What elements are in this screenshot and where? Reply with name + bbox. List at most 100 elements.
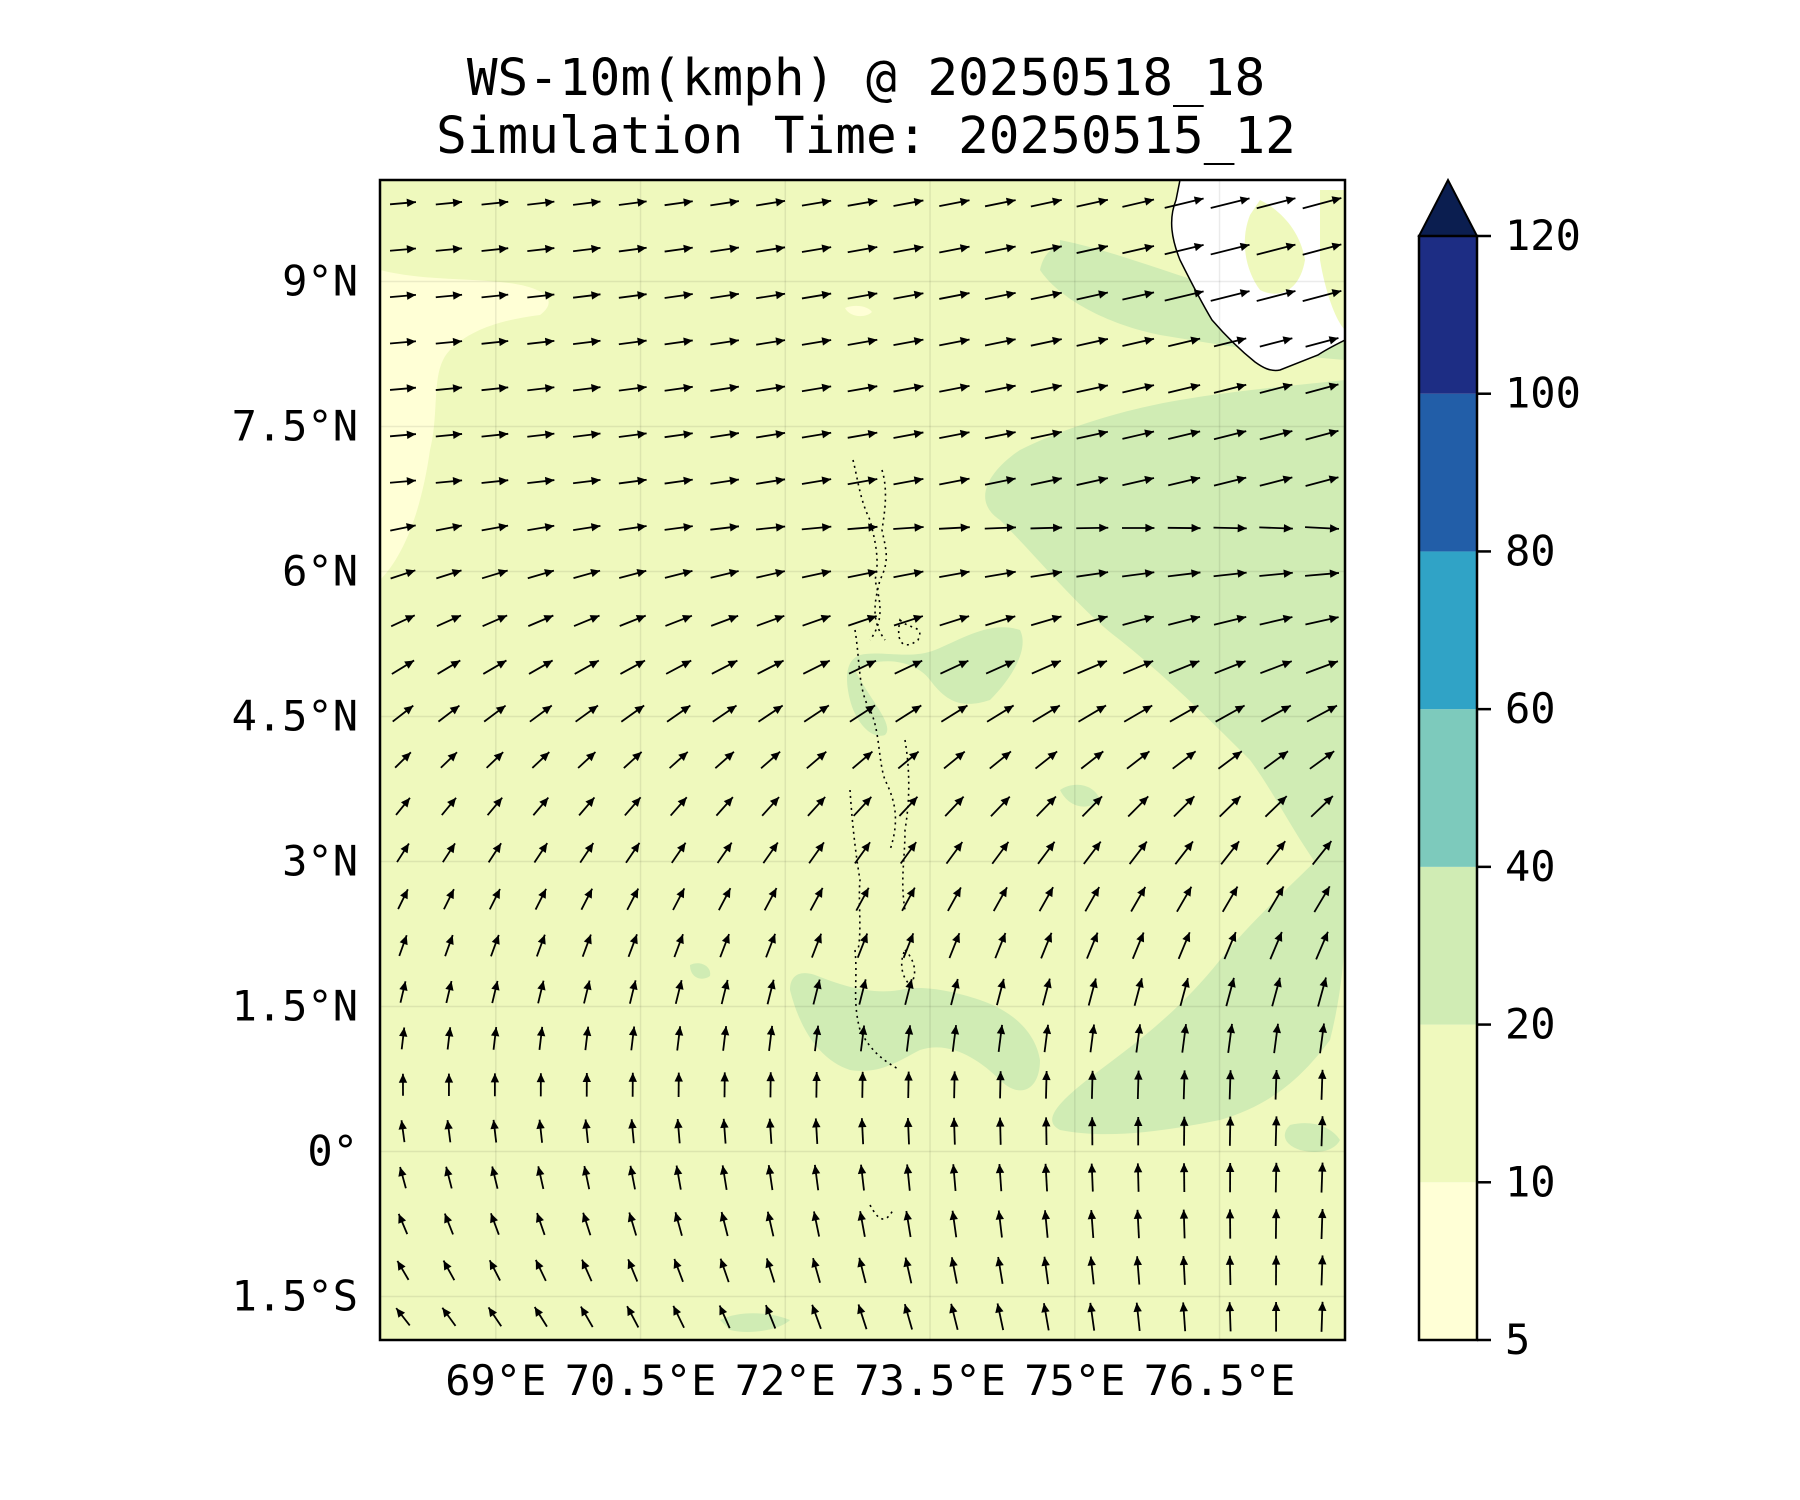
wind-arrow — [1179, 1163, 1189, 1193]
colorbar-tick-label: 80 — [1505, 526, 1556, 575]
wind-arrow — [898, 796, 919, 817]
wind-arrow — [1302, 289, 1342, 303]
wind-arrow — [578, 796, 596, 816]
atoll-mid-east — [901, 739, 910, 911]
wind-arrow — [535, 934, 546, 957]
wind-arrow — [1225, 1255, 1235, 1286]
wind-arrow — [582, 1119, 591, 1144]
moderate-patch-equator — [1284, 1123, 1340, 1152]
wind-arrow — [1305, 429, 1339, 441]
wind-arrow — [618, 198, 647, 207]
wind-arrow — [481, 430, 509, 439]
wind-arrow — [527, 337, 555, 347]
calm-patch-small — [845, 305, 872, 317]
wind-arrow — [672, 1305, 685, 1329]
wind-arrow — [527, 384, 555, 393]
moderate-patch-center — [847, 627, 1023, 736]
wind-arrow — [488, 888, 501, 910]
wind-arrow — [666, 704, 691, 723]
lon-tick-label: 72°E — [735, 1356, 836, 1405]
wind-arrow — [756, 290, 786, 300]
wind-arrow — [1030, 244, 1062, 254]
wind-arrow — [939, 290, 970, 300]
wind-arrow — [996, 1071, 1005, 1099]
wind-arrow — [665, 614, 693, 627]
wind-arrow — [527, 430, 555, 439]
wind-arrow — [533, 1306, 548, 1328]
wind-arrow — [1180, 1070, 1189, 1100]
wind-arrow — [390, 523, 416, 532]
wind-arrow — [618, 476, 647, 486]
wind-arrow — [1128, 840, 1148, 865]
wind-arrow — [1305, 336, 1339, 348]
wind-arrow — [533, 842, 548, 863]
wind-arrow — [1042, 1117, 1051, 1146]
wind-arrow — [1133, 1256, 1142, 1285]
wind-arrow — [443, 888, 455, 910]
wind-arrow — [904, 1071, 913, 1099]
wind-arrow — [486, 797, 503, 816]
wind-arrow — [487, 842, 502, 863]
map-area — [380, 180, 1345, 1340]
wind-arrow — [1177, 931, 1191, 960]
wind-arrow — [1088, 1070, 1097, 1099]
wind-arrow — [389, 430, 417, 440]
wind-arrow — [1305, 660, 1339, 674]
wind-arrow — [1168, 336, 1201, 348]
wind-arrow — [490, 1073, 500, 1097]
colorbar-extend-triangle — [1417, 177, 1479, 237]
wind-arrow — [1260, 704, 1292, 723]
wind-arrow — [398, 934, 408, 957]
wind-arrow — [1309, 750, 1335, 770]
wind-arrow — [1168, 614, 1201, 626]
wind-arrow — [995, 1303, 1005, 1331]
wind-arrow — [1305, 524, 1340, 533]
wind-arrow — [389, 198, 417, 208]
wind-arrow — [527, 569, 555, 580]
wind-arrow — [1122, 383, 1155, 394]
wind-arrow — [1030, 336, 1062, 347]
atoll-central-east — [898, 618, 921, 646]
wind-arrow — [903, 1164, 913, 1191]
wind-arrow — [442, 1260, 456, 1281]
lat-tick-label: 4.5°N — [232, 692, 358, 741]
wind-arrow — [757, 704, 784, 723]
wind-arrow — [1122, 523, 1155, 533]
wind-arrow — [435, 337, 463, 347]
wind-arrow — [1078, 704, 1107, 723]
wind-arrow — [1271, 1255, 1281, 1286]
wind-arrow — [715, 796, 734, 817]
wind-arrow — [394, 751, 412, 769]
wind-arrow — [673, 933, 684, 958]
wind-arrow — [529, 704, 553, 723]
map-gridlines — [380, 180, 1345, 1340]
wind-arrow — [858, 1025, 868, 1052]
wind-arrow — [806, 750, 827, 770]
wind-arrow — [893, 614, 924, 627]
wind-arrow — [1260, 660, 1293, 675]
wind-arrow — [579, 842, 595, 864]
wind-arrow — [939, 383, 970, 393]
wind-arrow — [756, 476, 786, 485]
wind-arrow — [435, 291, 463, 300]
wind-arrow — [488, 1259, 501, 1281]
wind-arrow — [1225, 977, 1236, 1007]
wind-arrow — [580, 888, 593, 911]
wind-arrow — [1077, 660, 1108, 675]
calm-patch-northwest — [380, 270, 549, 580]
wind-arrow — [391, 659, 415, 675]
lat-tick-label: 3°N — [282, 837, 358, 886]
lat-tick-label: 0° — [307, 1127, 358, 1176]
wind-arrow — [1087, 1302, 1096, 1331]
wind-arrow — [766, 1025, 776, 1052]
wind-arrow — [760, 751, 781, 769]
wind-arrow — [581, 1259, 593, 1282]
wind-arrow — [1030, 197, 1062, 208]
moderate-patch-south-center — [790, 973, 1040, 1091]
wind-arrow — [485, 751, 504, 769]
wind-arrow — [575, 704, 599, 723]
wind-arrow — [435, 430, 463, 439]
wind-arrow — [803, 704, 830, 723]
wind-arrow — [857, 1164, 867, 1191]
